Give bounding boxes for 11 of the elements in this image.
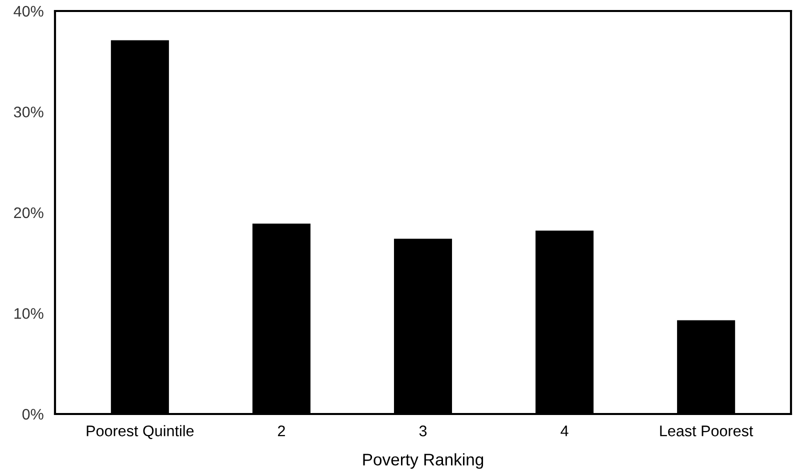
x-tick-label: 2 [278,426,285,436]
x-axis-title: Poverty Ranking [363,453,484,469]
y-tick-label: 40% [14,6,44,17]
x-tick-label: 3 [419,426,427,436]
y-tick-label: 30% [14,106,44,118]
x-tick-label: Poorest Quintile [86,425,194,440]
y-tick-label: 20% [14,207,44,218]
x-tick-label: Least Poorest [660,426,754,436]
y-tick-label: 10% [14,308,44,319]
x-tick-label: 4 [560,426,568,436]
y-tick-label: 0% [22,408,44,420]
